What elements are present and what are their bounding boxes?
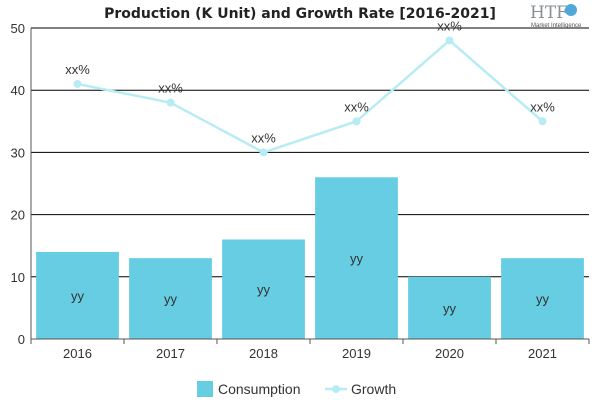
- grid: [31, 27, 589, 278]
- bar-data-label: yy: [257, 282, 271, 297]
- bar-data-label: yy: [443, 301, 457, 316]
- y-tick-label: 10: [11, 270, 25, 285]
- bar-series: [36, 177, 584, 339]
- y-tick-label: 30: [11, 145, 25, 160]
- bar[interactable]: [129, 258, 212, 339]
- bar[interactable]: [36, 251, 119, 339]
- line-point[interactable]: [259, 148, 268, 157]
- chart-title: Production (K Unit) and Growth Rate [201…: [104, 6, 496, 22]
- line-data-label: xx%: [344, 99, 369, 114]
- legend-swatch-growth-marker[interactable]: [332, 385, 340, 393]
- x-tick-label: 2021: [528, 346, 557, 361]
- line-point[interactable]: [352, 117, 361, 126]
- bar[interactable]: [315, 177, 398, 339]
- bar[interactable]: [501, 258, 584, 339]
- y-tick-label: 40: [11, 83, 25, 98]
- bar[interactable]: [222, 239, 305, 339]
- legend-swatch-consumption[interactable]: [197, 381, 213, 397]
- line-series: [73, 36, 547, 157]
- bar-data-label: yy: [71, 288, 85, 303]
- legend[interactable]: Consumption Growth: [197, 381, 396, 397]
- bar-data-label: yy: [536, 292, 550, 307]
- x-tick-label: 2017: [156, 346, 185, 361]
- y-tick-label: 0: [18, 332, 25, 347]
- line-data-label: xx%: [437, 18, 462, 33]
- globe-icon: [565, 4, 577, 16]
- bar-data-label: yy: [164, 292, 178, 307]
- line-data-label: xx%: [530, 99, 555, 114]
- data-labels: yy yy yy yy yy yy xx% xx% xx% xx% xx% xx%: [65, 18, 555, 315]
- axes: 0 10 20 30 40 50 2016 2017 2018 2019 2020 2021: [11, 21, 590, 361]
- logo: HTF Market Intelligence: [530, 3, 582, 29]
- growth-line: [77, 38, 544, 154]
- x-tick-label: 2018: [249, 346, 278, 361]
- legend-label-growth[interactable]: Growth: [351, 381, 396, 397]
- bar-data-label: yy: [350, 251, 364, 266]
- line-data-label: xx%: [251, 130, 276, 145]
- logo-subtext: Market Intelligence: [531, 23, 582, 29]
- y-tick-label: 20: [11, 208, 25, 223]
- y-tick-label: 50: [11, 21, 25, 36]
- x-tick-label: 2019: [342, 346, 371, 361]
- logo-text: HTF: [530, 3, 568, 23]
- line-point[interactable]: [445, 36, 454, 45]
- bar[interactable]: [408, 276, 491, 339]
- x-tick-label: 2020: [435, 346, 464, 361]
- line-data-label: xx%: [65, 62, 90, 77]
- line-point[interactable]: [73, 79, 82, 88]
- line-point[interactable]: [538, 117, 547, 126]
- legend-label-consumption[interactable]: Consumption: [218, 381, 301, 397]
- line-point[interactable]: [166, 98, 175, 107]
- x-tick-label: 2016: [63, 346, 92, 361]
- line-data-label: xx%: [158, 81, 183, 96]
